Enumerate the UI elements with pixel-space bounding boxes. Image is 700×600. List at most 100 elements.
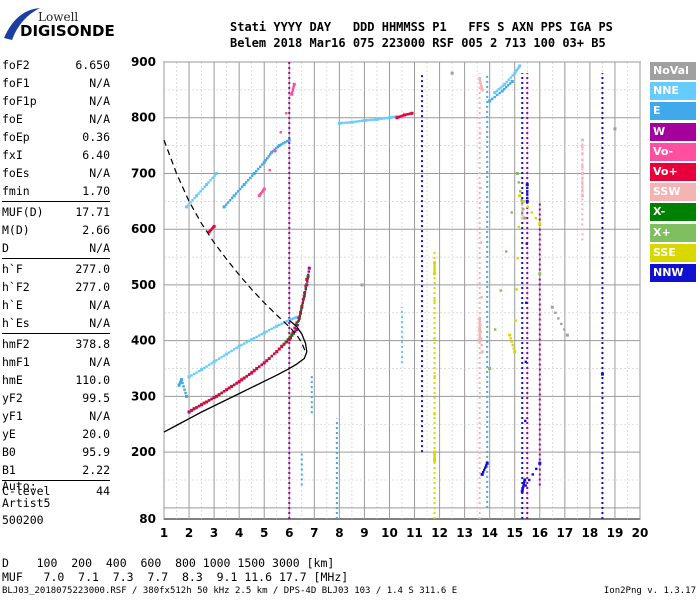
trace-point [348,121,351,124]
legend-item-nne: NNE [650,82,696,101]
param-name: hmE [2,373,23,387]
trace-point [296,323,299,327]
trace-point [499,86,502,89]
trace-point [581,176,584,180]
lowell-digisonde-logo: Lowell DIGISONDE [0,0,160,48]
trace-point [295,323,298,327]
trace-point [264,159,267,162]
trace-point [235,346,238,349]
trace-point [285,320,288,323]
param-name: foF1 [2,76,30,90]
trace-point [526,205,529,209]
auto-code: 500200 [2,513,44,527]
param-row: yE 20.0 [2,425,110,443]
trace-point [307,273,310,277]
trace-point [479,337,483,340]
trace-point [493,91,497,95]
x-tick-label: 2 [185,526,193,540]
trace-point [307,270,311,273]
trace-point [197,192,200,195]
trace-point [227,351,231,354]
trace-point [215,394,219,398]
trace-point [292,317,295,320]
trace-point [535,467,538,471]
trace-point [478,335,481,338]
trace-point [394,115,397,119]
trace-point [523,478,527,482]
trace-point [523,216,527,220]
trace-point [237,344,241,348]
y-tick-label: 700 [131,166,156,180]
trace-point [278,323,281,327]
param-name: h`F2 [2,280,30,294]
trace-point [340,121,344,125]
trace-point [195,406,198,409]
trace-point [260,332,263,336]
logo-top-text: Lowell [38,10,79,24]
trace-point [395,116,399,120]
param-value: 0.36 [82,130,110,144]
trace-point [210,362,213,365]
trace-point [433,458,437,462]
trace-point [217,357,221,360]
trace-point [228,199,232,202]
trace-point [481,470,485,474]
trace-point [503,87,506,91]
trace-point [510,340,513,343]
trace-point [187,375,191,379]
x-tick-label: 17 [556,526,573,540]
trace-point [385,116,389,120]
param-name: D [2,241,9,255]
trace-point [230,349,233,353]
param-name: foEp [2,130,30,144]
trace-point [433,299,436,302]
trace-point [275,350,278,353]
trace-point [213,174,216,177]
trace-point [230,385,233,388]
x-tick-label: 8 [335,526,343,540]
trace-point [581,158,584,162]
trace-point [508,333,512,337]
trace-point [362,119,366,123]
trace-point [517,225,520,229]
param-value: 99.5 [82,391,110,405]
trace-point [227,386,231,390]
trace-point [516,67,519,70]
trace-point [190,408,194,412]
trace-point [193,196,196,200]
x-tick-label: 16 [531,526,548,540]
param-value: N/A [89,316,110,330]
trace-point [207,181,210,184]
trace-point [201,187,204,191]
trace-point [301,301,304,304]
legend-item-ssw: SSW [650,183,696,202]
trace-point [515,171,519,175]
param-row: hmF1 N/A [2,353,110,371]
trace-point [510,80,514,84]
param-value: 277.0 [75,262,110,276]
trace-point [192,372,196,376]
trace-point [526,193,529,196]
param-value: 95.9 [82,445,110,459]
x-tick-label: 1 [160,526,168,540]
trace-point [521,203,524,206]
legend-item-x-: X+ [650,223,696,242]
trace-point [581,165,584,168]
trace-point [191,199,194,202]
trace-point [515,288,518,291]
trace-point [290,333,294,337]
trace-point [293,326,296,330]
trace-point [485,461,489,465]
param-value: N/A [89,241,110,255]
param-separator [2,201,110,202]
trace-point [519,190,522,193]
param-name: yF1 [2,409,23,423]
trace-point [237,380,241,383]
trace-point [398,115,402,118]
trace-point [224,203,228,206]
x-tick-label: 15 [506,526,523,540]
trace-point [478,132,482,135]
trace-point [563,328,566,331]
trace-point [373,118,376,121]
param-value: 17.71 [75,205,110,219]
